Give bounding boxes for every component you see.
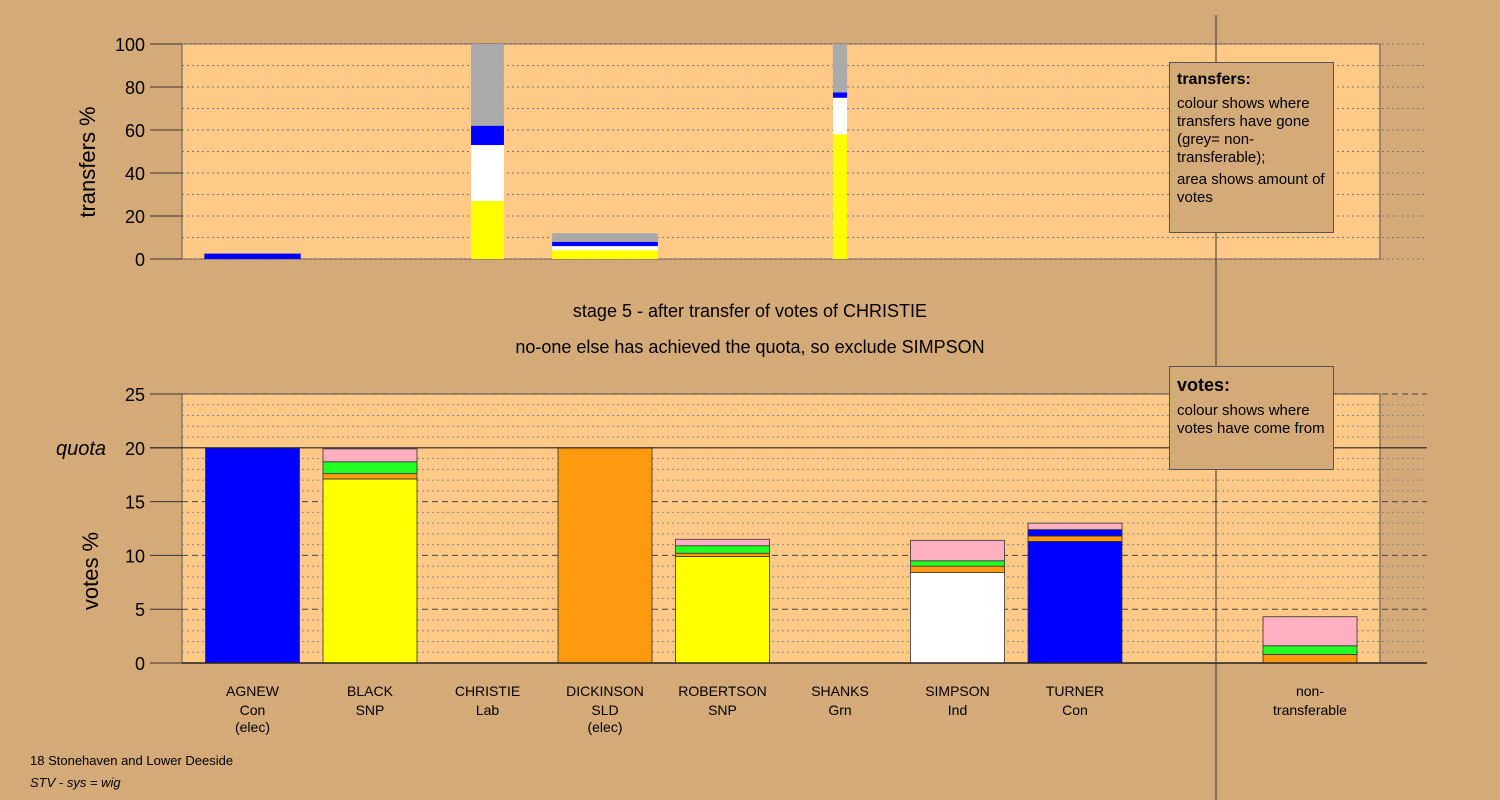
transfer-bar-segment: [552, 246, 658, 251]
quota-label: quota: [56, 438, 106, 460]
transfers-legend-title: transfers:: [1177, 71, 1251, 88]
transfer-bar-segment: [552, 241, 658, 247]
exclusion-caption: no-one else has achieved the quota, so e…: [515, 337, 985, 357]
transfer-bar-segment: [471, 200, 504, 259]
transfer-bar-segment: [552, 250, 658, 259]
vote-bar-segment: [675, 538, 770, 547]
vote-bar-segment: [675, 552, 770, 557]
candidate-name-label: TURNER: [1046, 683, 1104, 699]
candidate-party-label: SNP: [708, 702, 737, 718]
vote-bar-segment: [322, 448, 418, 463]
transfers-tick-label: 40: [125, 164, 145, 184]
candidate-party-label: SNP: [356, 702, 385, 718]
votes-tick-label: 15: [125, 493, 145, 513]
nontransferable-label: non-: [1296, 683, 1324, 699]
transfer-bar-segment: [832, 97, 848, 135]
transfer-bar-segment: [832, 44, 848, 93]
vote-bar-segment: [322, 478, 418, 664]
vote-bar-segment: [1262, 616, 1358, 647]
vote-bar-segment: [1027, 535, 1123, 542]
transfers-legend-line2: area shows amount of votes: [1177, 171, 1325, 206]
constituency-label: 18 Stonehaven and Lower Deeside: [30, 753, 234, 768]
system-label: STV - sys = wig: [30, 775, 121, 790]
vote-bar-segment: [910, 565, 1005, 574]
transfers-tick-label: 0: [135, 250, 145, 270]
candidate-name-label: AGNEW: [226, 683, 280, 699]
vote-bar-segment: [1027, 541, 1123, 664]
votes-tick-label: 10: [125, 546, 145, 566]
candidate-name-label: CHRISTIE: [455, 683, 520, 699]
candidate-note-label: (elec): [587, 719, 622, 735]
candidate-name-label: DICKINSON: [566, 683, 644, 699]
votes-legend: votes: colour shows where votes have com…: [1169, 366, 1334, 470]
votes-tick-label: 25: [125, 385, 145, 405]
vote-bar-segment: [675, 556, 770, 664]
candidate-name-label: SIMPSON: [925, 683, 990, 699]
transfer-bar-segment: [832, 92, 848, 98]
vote-bar-segment: [910, 539, 1005, 562]
candidate-party-label: Grn: [828, 702, 851, 718]
votes-tick-label: 20: [125, 439, 145, 459]
candidate-party-label: Lab: [476, 702, 500, 718]
votes-legend-line1: colour shows where votes have come from: [1177, 402, 1325, 437]
vote-bar-segment: [1262, 645, 1358, 655]
vote-bar-segment: [322, 461, 418, 475]
transfer-bar-segment: [471, 145, 504, 201]
candidate-name-label: BLACK: [347, 683, 394, 699]
transfers-tick-label: 60: [125, 121, 145, 141]
transfers-legend: transfers: colour shows where transfers …: [1169, 62, 1334, 233]
votes-chart: 0 5 10 15 20 25 quota votes %: [56, 385, 1427, 674]
candidate-party-label: Con: [240, 702, 266, 718]
vote-bar-segment: [557, 447, 653, 664]
votes-legend-title: votes:: [1177, 375, 1231, 395]
candidate-party-label: Ind: [948, 702, 967, 718]
nontransferable-label: transferable: [1273, 702, 1347, 718]
candidate-party-label: SLD: [591, 702, 618, 718]
vote-bar-segment: [322, 473, 418, 480]
candidate-note-label: (elec): [235, 719, 270, 735]
votes-tick-label: 5: [135, 600, 145, 620]
transfer-bar-segment: [471, 125, 504, 146]
transfer-bar-segment: [552, 233, 658, 242]
candidate-name-label: SHANKS: [811, 683, 869, 699]
transfers-tick-label: 100: [115, 35, 145, 55]
transfer-bar-segment: [204, 253, 301, 259]
transfers-axis-label: transfers %: [75, 106, 100, 217]
transfer-bar-segment: [471, 44, 504, 126]
votes-tick-label: 0: [135, 654, 145, 674]
candidate-labels: AGNEWCon(elec)BLACKSNPCHRISTIELabDICKINS…: [226, 683, 1347, 735]
transfer-bar-segment: [832, 134, 848, 259]
stage-caption: stage 5 - after transfer of votes of CHR…: [572, 301, 928, 321]
vote-bar-segment: [1262, 653, 1358, 664]
candidate-party-label: Con: [1062, 702, 1088, 718]
vote-bar-segment: [910, 572, 1005, 664]
votes-axis-label: votes %: [78, 532, 103, 610]
transfers-legend-line1: colour shows where transfers have gone (…: [1177, 95, 1310, 166]
vote-bar-segment: [910, 560, 1005, 567]
vote-bar-segment: [1027, 522, 1123, 530]
transfers-tick-label: 80: [125, 78, 145, 98]
candidate-name-label: ROBERTSON: [678, 683, 766, 699]
vote-bar-segment: [1027, 529, 1123, 537]
vote-bar-segment: [205, 447, 300, 664]
transfers-tick-label: 20: [125, 207, 145, 227]
vote-bar-segment: [675, 545, 770, 554]
